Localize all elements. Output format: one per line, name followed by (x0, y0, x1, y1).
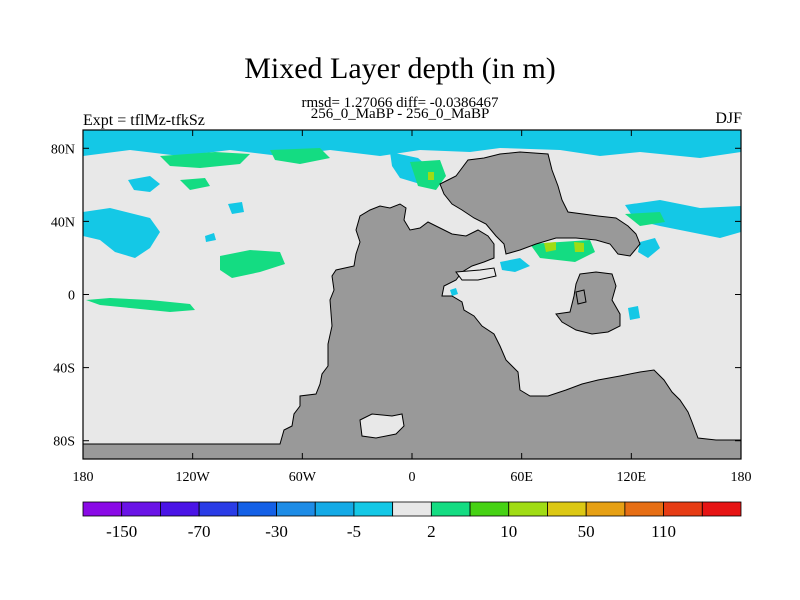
stats-text: rmsd= 1.27066 diff= -0.0386467 (301, 95, 499, 111)
colorbar-swatch (701, 501, 742, 517)
colorbar-swatch (121, 501, 161, 517)
colorbar-swatch (276, 501, 316, 517)
northwest-pacific-patch (625, 200, 741, 238)
tropical-green-patch (86, 298, 195, 312)
inland-lakes (359, 267, 497, 439)
lon-tick-label: 0 (409, 470, 416, 485)
colorbar-label: -150 (106, 522, 137, 541)
pacific-green-patch (220, 250, 285, 278)
lon-tick-label: 120E (617, 470, 647, 485)
map-area (83, 130, 741, 459)
tethys-strait (455, 267, 497, 281)
continents (83, 151, 741, 459)
colorbar-label: -70 (188, 522, 211, 541)
colorbar-label: 2 (427, 522, 436, 541)
north-pacific-green-patch (180, 178, 210, 190)
colorbar-swatch (663, 501, 703, 517)
experiment-label: Expt = tflMz-tfkSz (83, 112, 205, 129)
north-pacific-small-patch (128, 176, 160, 192)
small-island (575, 289, 587, 305)
colorbar-swatch (508, 501, 548, 517)
asia-green-patch (625, 212, 665, 226)
colorbar-swatch (430, 501, 471, 517)
colorbar-swatch (353, 501, 394, 517)
yellow-patch-2 (574, 242, 584, 252)
map-ticks: 180 120W 60W 0 60E 120E 180 80N 40N 0 40S 80S (51, 130, 752, 485)
lat-tick-label: 80N (51, 142, 75, 157)
colorbar-swatch (547, 501, 587, 517)
colorbar-swatch (624, 501, 664, 517)
lon-tick-label: 60W (289, 470, 317, 485)
east-asia-patch (638, 238, 660, 258)
colorbar-label: -30 (265, 522, 288, 541)
lon-tick-label: 120W (176, 470, 211, 485)
colorbar-swatch (237, 501, 277, 517)
yellow-patch-3 (428, 172, 434, 180)
lon-tick-label: 60E (510, 470, 533, 485)
anomaly-negative-patches (83, 130, 741, 320)
colorbar-label: 10 (500, 522, 517, 541)
arctic-band (83, 130, 741, 158)
colorbar: -150 -70 -30 -5 2 10 50 110 (82, 501, 742, 541)
colorbar-swatch (82, 501, 123, 517)
tethys-patch (500, 258, 530, 272)
southern-lake (359, 413, 405, 439)
east-landmass (555, 271, 621, 335)
lat-tick-label: 80S (53, 435, 75, 450)
lon-tick-label: 180 (731, 470, 752, 485)
arctic-green-patch-1 (160, 152, 250, 168)
subtitle: 256_0_MaBP - 256_0_MaBP (310, 106, 490, 122)
yellow-patch-1 (544, 242, 556, 252)
colorbar-swatch (314, 501, 355, 517)
arctic-green-patch-2 (270, 148, 330, 164)
gondwana-america-landmass (83, 203, 741, 459)
north-pacific-patch (83, 208, 160, 258)
laurasia-landmass (439, 151, 641, 257)
east-small-patch (628, 306, 640, 320)
colorbar-label: 110 (651, 522, 676, 541)
figure-title: Mixed Layer depth (in m) (244, 52, 556, 85)
colorbar-swatch (160, 501, 200, 517)
colorbar-label: 50 (578, 522, 595, 541)
lat-tick-label: 40N (51, 215, 75, 230)
tropical-small-patch (450, 288, 458, 296)
atlantic-small-patch-2 (205, 233, 216, 242)
colorbar-label: -5 (347, 522, 361, 541)
colorbar-swatch (392, 501, 432, 517)
lat-tick-label: 0 (68, 289, 75, 304)
atlantic-small-patch-1 (228, 202, 244, 214)
lon-tick-label: 180 (73, 470, 94, 485)
colorbar-swatch (198, 501, 239, 517)
colorbar-swatch (585, 501, 626, 517)
season-label: DJF (715, 110, 742, 127)
colorbar-swatch (469, 501, 510, 517)
anomaly-strong-positive-patches (428, 172, 584, 252)
lat-tick-label: 40S (53, 362, 75, 377)
